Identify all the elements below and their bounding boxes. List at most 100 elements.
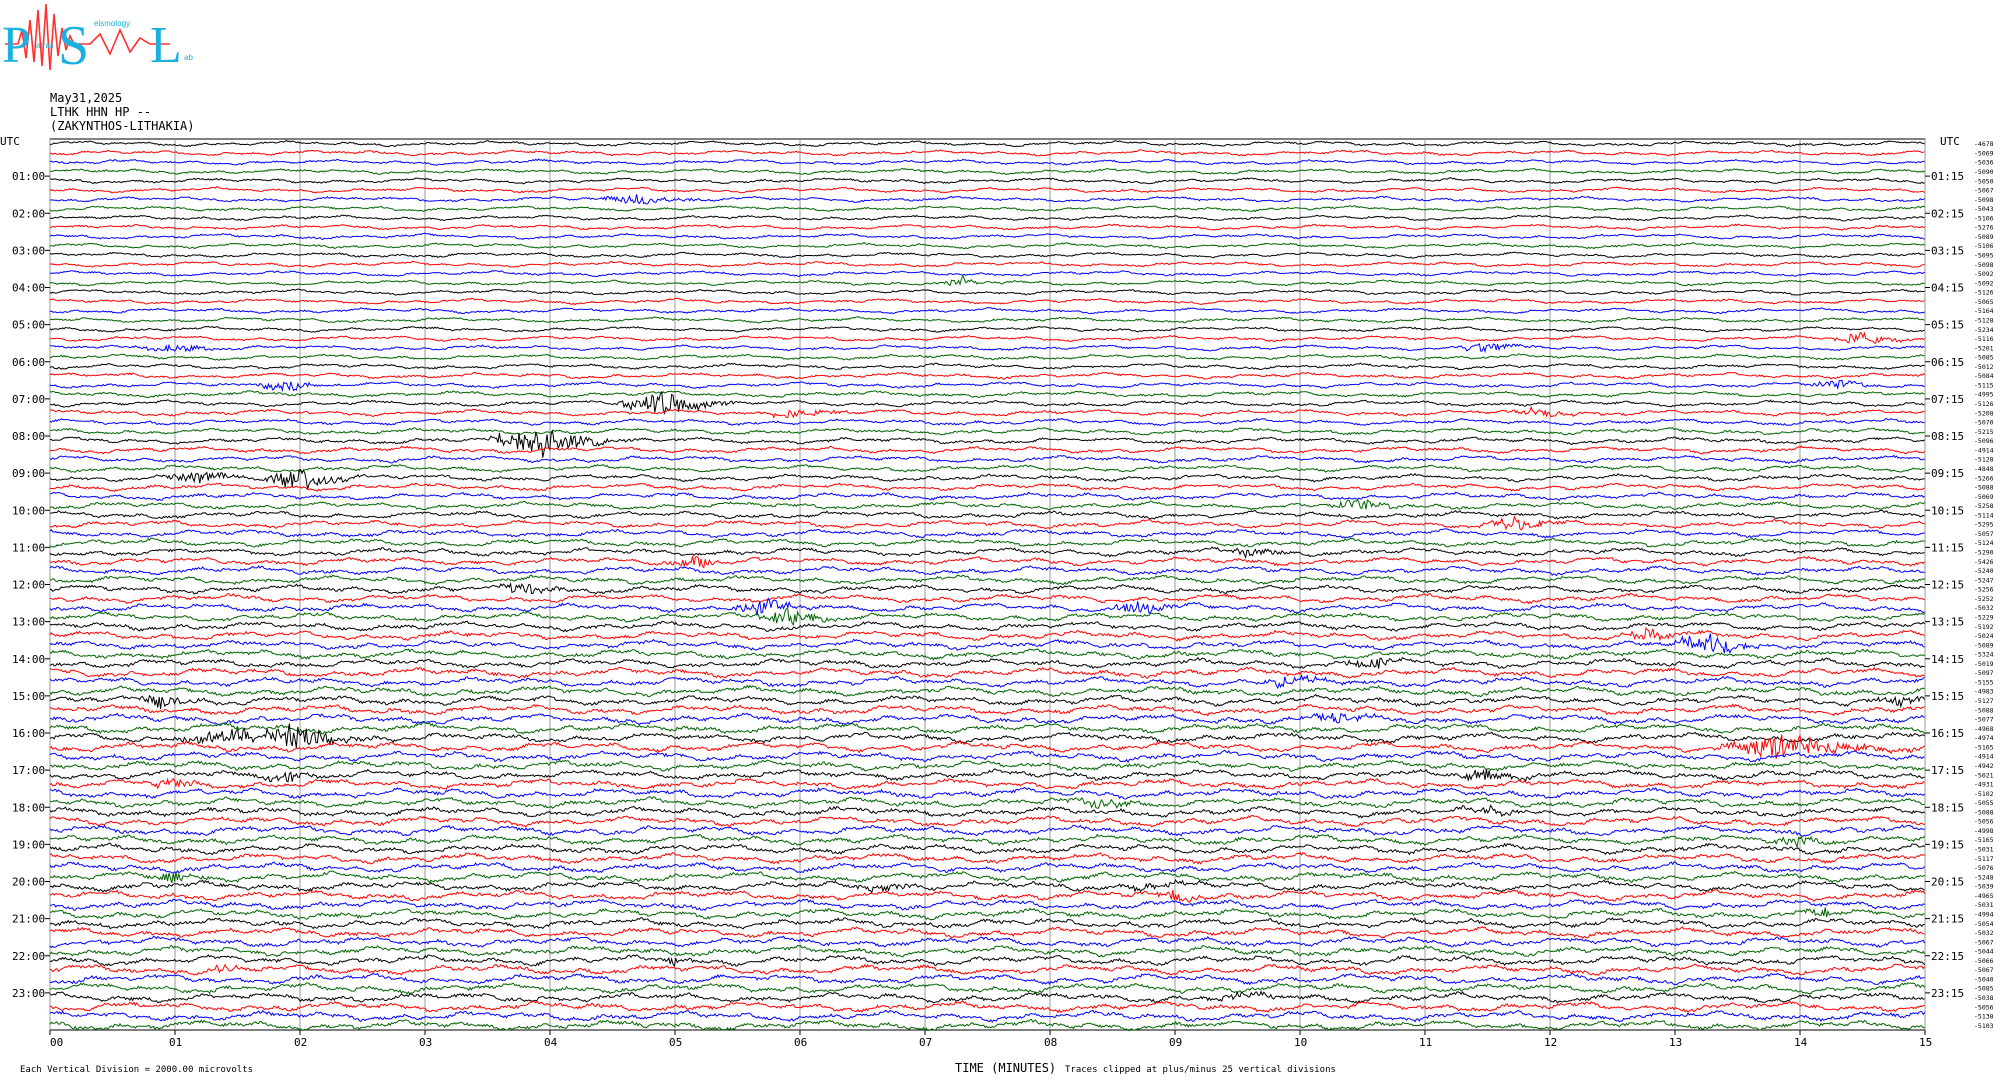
seismic-trace	[49, 684, 1925, 698]
seismic-trace	[49, 768, 1925, 783]
trace-offset-value: -4974	[1974, 734, 1994, 742]
x-tick-label: 07	[919, 1036, 932, 1049]
logo-letter-p: P	[2, 17, 31, 72]
seismic-trace	[49, 648, 1925, 661]
seismic-trace	[49, 954, 1925, 968]
seismic-trace	[49, 331, 1925, 344]
trace-offset-value: -5192	[1974, 623, 1994, 631]
trace-offset-value: -5098	[1974, 261, 1994, 269]
trace-offset-value: -5067	[1974, 938, 1994, 946]
x-tick-label: 06	[794, 1036, 807, 1049]
trace-offset-value: -5215	[1974, 428, 1994, 436]
left-hour-label: 19:00	[12, 838, 45, 851]
trace-offset-value: -5290	[1974, 549, 1994, 557]
trace-offset-value: -5295	[1974, 521, 1994, 529]
trace-offset-value: -5084	[1974, 372, 1994, 380]
right-hour-label: 15:15	[1931, 690, 1964, 703]
trace-offset-value: -5076	[1974, 864, 1994, 872]
trace-offset-value: -5069	[1974, 149, 1994, 157]
seismic-trace	[49, 469, 1925, 490]
trace-offset-value: -5069	[1974, 493, 1994, 501]
trace-offset-value: -5057	[1974, 530, 1994, 538]
right-hour-label: 09:15	[1931, 467, 1964, 480]
seismic-trace	[49, 833, 1926, 849]
trace-offset-value: -5092	[1974, 279, 1994, 287]
seismic-trace	[50, 149, 1925, 157]
trace-offset-value: -5089	[1974, 233, 1994, 241]
trace-offset-value: -4998	[1974, 827, 1994, 835]
right-hour-label: 19:15	[1931, 838, 1964, 851]
x-tick-label: 13	[1669, 1036, 1682, 1049]
seismic-trace	[49, 405, 1925, 419]
right-hour-label: 22:15	[1931, 950, 1964, 963]
seismic-trace	[49, 288, 1925, 296]
trace-offset-value: -5088	[1974, 484, 1994, 492]
seismic-trace	[49, 592, 1925, 605]
header-date: May31,2025	[50, 91, 123, 105]
seismic-trace	[49, 990, 1925, 1004]
trace-offset-value: -5256	[1974, 586, 1994, 594]
seismic-trace	[49, 851, 1925, 865]
seismic-trace	[49, 842, 1925, 856]
seismic-trace	[49, 445, 1925, 455]
right-hour-label: 05:15	[1931, 319, 1964, 332]
right-hour-label: 13:15	[1931, 616, 1964, 629]
logo-small-text-1: atras	[36, 41, 54, 50]
seismic-trace	[49, 417, 1925, 427]
trace-offset-value: -5155	[1974, 678, 1994, 686]
x-tick-label: 01	[169, 1036, 182, 1049]
x-tick-label: 00	[50, 1036, 63, 1049]
left-hour-label: 16:00	[12, 727, 45, 740]
trace-offset-value: -5276	[1974, 224, 1994, 232]
trace-offset-value: -5426	[1974, 558, 1994, 566]
seismic-trace	[50, 342, 1925, 354]
seismic-trace	[49, 537, 1925, 548]
seismic-trace	[49, 607, 1925, 627]
trace-offset-value: -5092	[1974, 270, 1994, 278]
seismic-trace	[49, 759, 1925, 772]
trace-offset-value: -5056	[1974, 1003, 1994, 1011]
trace-offset-value: -5126	[1974, 289, 1994, 297]
left-hour-label: 14:00	[12, 653, 45, 666]
seismic-trace	[49, 307, 1925, 315]
seismic-trace	[49, 972, 1925, 986]
trace-offset-value: -4965	[1974, 892, 1994, 900]
seismic-trace	[49, 926, 1925, 940]
trace-offset-value: -5128	[1974, 456, 1994, 464]
right-hour-label: 14:15	[1931, 653, 1964, 666]
trace-offset-value: -5088	[1974, 808, 1994, 816]
x-tick-label: 02	[294, 1036, 307, 1049]
seismic-trace	[49, 297, 1925, 306]
trace-offset-value: -4914	[1974, 446, 1994, 454]
trace-offset-value: -5056	[1974, 818, 1994, 826]
trace-offset-value: -5067	[1974, 187, 1994, 195]
logo-letter-l: L	[150, 17, 182, 72]
left-hour-label: 15:00	[12, 690, 45, 703]
seismic-trace	[49, 861, 1925, 875]
trace-offset-value: -5070	[1974, 419, 1994, 427]
trace-offset-value: -5106	[1974, 242, 1994, 250]
seismic-trace	[49, 167, 1925, 176]
left-hour-label: 18:00	[12, 801, 45, 814]
trace-offset-value: -5128	[1974, 316, 1994, 324]
seismic-trace	[49, 325, 1925, 333]
seismic-trace	[49, 205, 1925, 213]
clipping-note: Traces clipped at plus/minus 25 vertical…	[1065, 1065, 1336, 1075]
seismic-trace	[49, 749, 1925, 764]
seismic-trace	[49, 427, 1925, 436]
left-hour-label: 08:00	[12, 430, 45, 443]
seismic-trace	[49, 1018, 1925, 1032]
trace-offset-value: -5324	[1974, 651, 1994, 659]
trace-offset-value: -5077	[1974, 716, 1994, 724]
trace-offset-value: -5252	[1974, 595, 1994, 603]
trace-offset-value: -5036	[1974, 159, 1994, 167]
seismic-trace	[49, 565, 1925, 577]
right-axis-title: UTC	[1940, 135, 1960, 148]
right-hour-label: 17:15	[1931, 764, 1964, 777]
seismic-trace	[49, 371, 1925, 380]
trace-offset-value: -5031	[1974, 846, 1994, 854]
trace-offset-value: -5115	[1974, 381, 1994, 389]
trace-offset-value: -5114	[1974, 511, 1994, 519]
trace-offset-value: -4914	[1974, 753, 1994, 761]
